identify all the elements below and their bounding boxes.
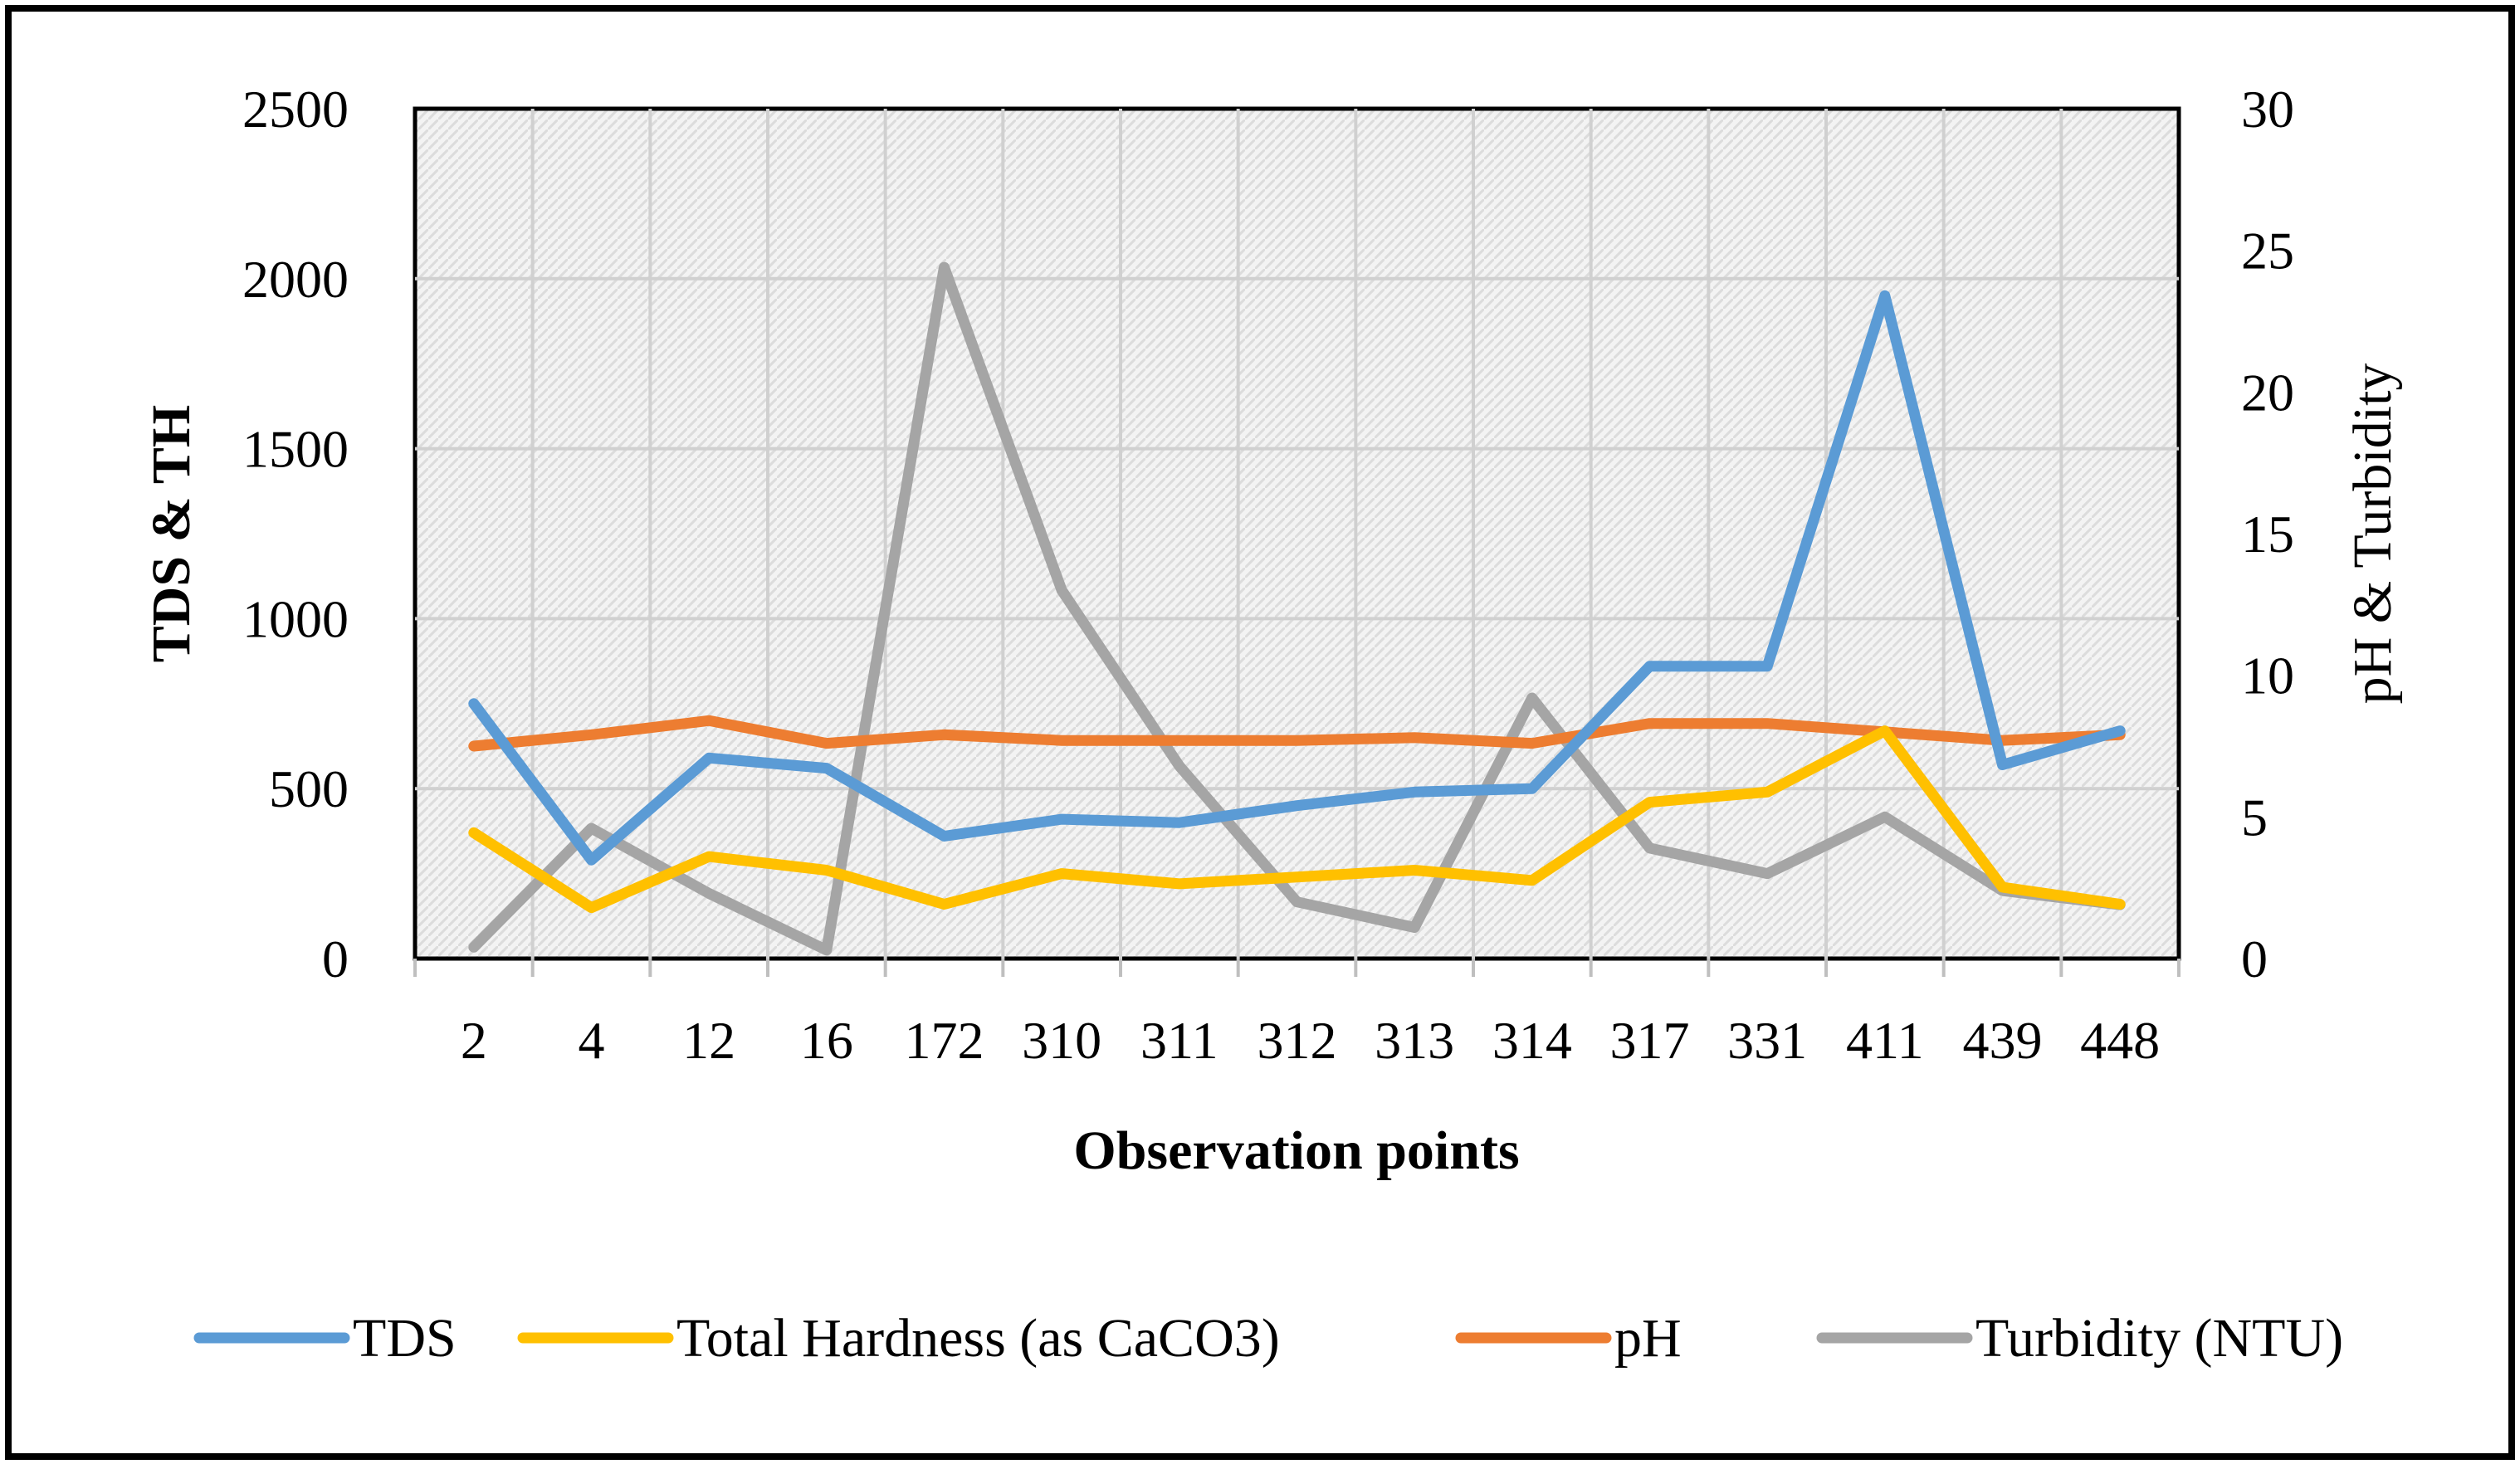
y-tick-label: 2000 (242, 250, 349, 309)
y2-tick-label: 20 (2241, 363, 2294, 422)
legend-label: pH (1614, 1308, 1682, 1369)
y2-tick-label: 5 (2241, 788, 2268, 847)
x-tick-label: 2 (461, 1011, 487, 1070)
x-tick-label: 314 (1492, 1011, 1572, 1070)
y2-tick-label: 30 (2241, 80, 2294, 139)
x-tick-label: 317 (1610, 1011, 1690, 1070)
legend-label: Turbidity (NTU) (1975, 1308, 2343, 1369)
legend: TDS Total Hardness (as CaCO3) pH Turbidity … (193, 1308, 2343, 1369)
series-lines (468, 261, 2126, 956)
y2-tick-label: 0 (2241, 930, 2268, 988)
x-tick-label: 312 (1258, 1011, 1337, 1070)
x-tick-label: 331 (1727, 1011, 1807, 1070)
y-axis-title: TDS & TH (141, 405, 202, 663)
x-tick-label: 313 (1375, 1011, 1454, 1070)
y-tick-label: 2500 (242, 80, 349, 139)
x-tick-label: 172 (905, 1011, 984, 1070)
axes: 2 4 12 16 172 310 311 312 313 314 317 331 411 439 448 0… (242, 80, 2294, 1070)
y2-tick-label: 15 (2241, 505, 2294, 564)
legend-label: TDS (353, 1308, 457, 1369)
y-tick-label: 1500 (242, 420, 349, 479)
y2-tick-label: 10 (2241, 647, 2294, 705)
y-tick-label: 0 (322, 930, 349, 988)
x-tick-label: 311 (1140, 1011, 1218, 1070)
y2-tick-label: 25 (2241, 222, 2294, 281)
x-tick-label: 448 (2080, 1011, 2160, 1070)
x-tick-label: 439 (1963, 1011, 2043, 1070)
y2-axis-title: pH & Turbidity (2342, 364, 2403, 705)
y-tick-label: 1000 (242, 589, 349, 648)
series-line-total-hardness-as-caco3 (468, 725, 2126, 914)
x-tick-label: 12 (682, 1011, 735, 1070)
x-tick-label: 16 (800, 1011, 853, 1070)
y-tick-label: 500 (269, 759, 349, 818)
series-line-tds (468, 290, 2126, 866)
x-axis-title: Observation points (1073, 1120, 1519, 1181)
legend-label: Total Hardness (as CaCO3) (676, 1308, 1280, 1369)
series-line-ph (468, 715, 2126, 752)
x-tick-label: 4 (579, 1011, 605, 1070)
x-tick-label: 411 (1846, 1011, 1924, 1070)
series-line-turbidity-ntu (468, 261, 2126, 956)
x-tick-label: 310 (1022, 1011, 1101, 1070)
